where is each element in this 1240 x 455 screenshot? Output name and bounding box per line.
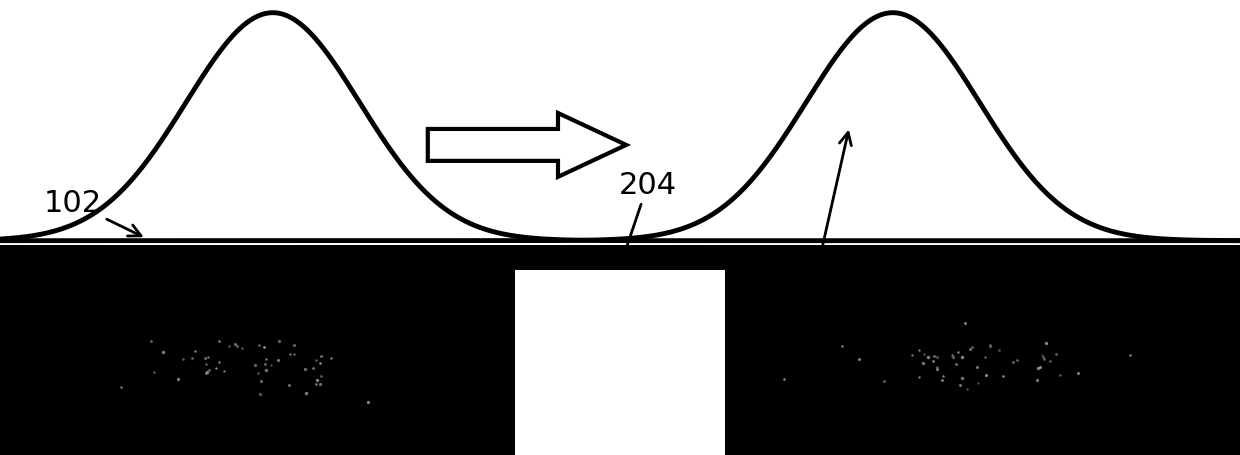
Text: 202: 202 (775, 133, 852, 343)
Text: 102: 102 (43, 189, 141, 237)
Bar (725, 246, 1240, 455)
Bar (0, 246, 1240, 271)
Text: 204: 204 (619, 171, 677, 265)
Polygon shape (428, 114, 626, 177)
Bar (0, 246, 515, 455)
